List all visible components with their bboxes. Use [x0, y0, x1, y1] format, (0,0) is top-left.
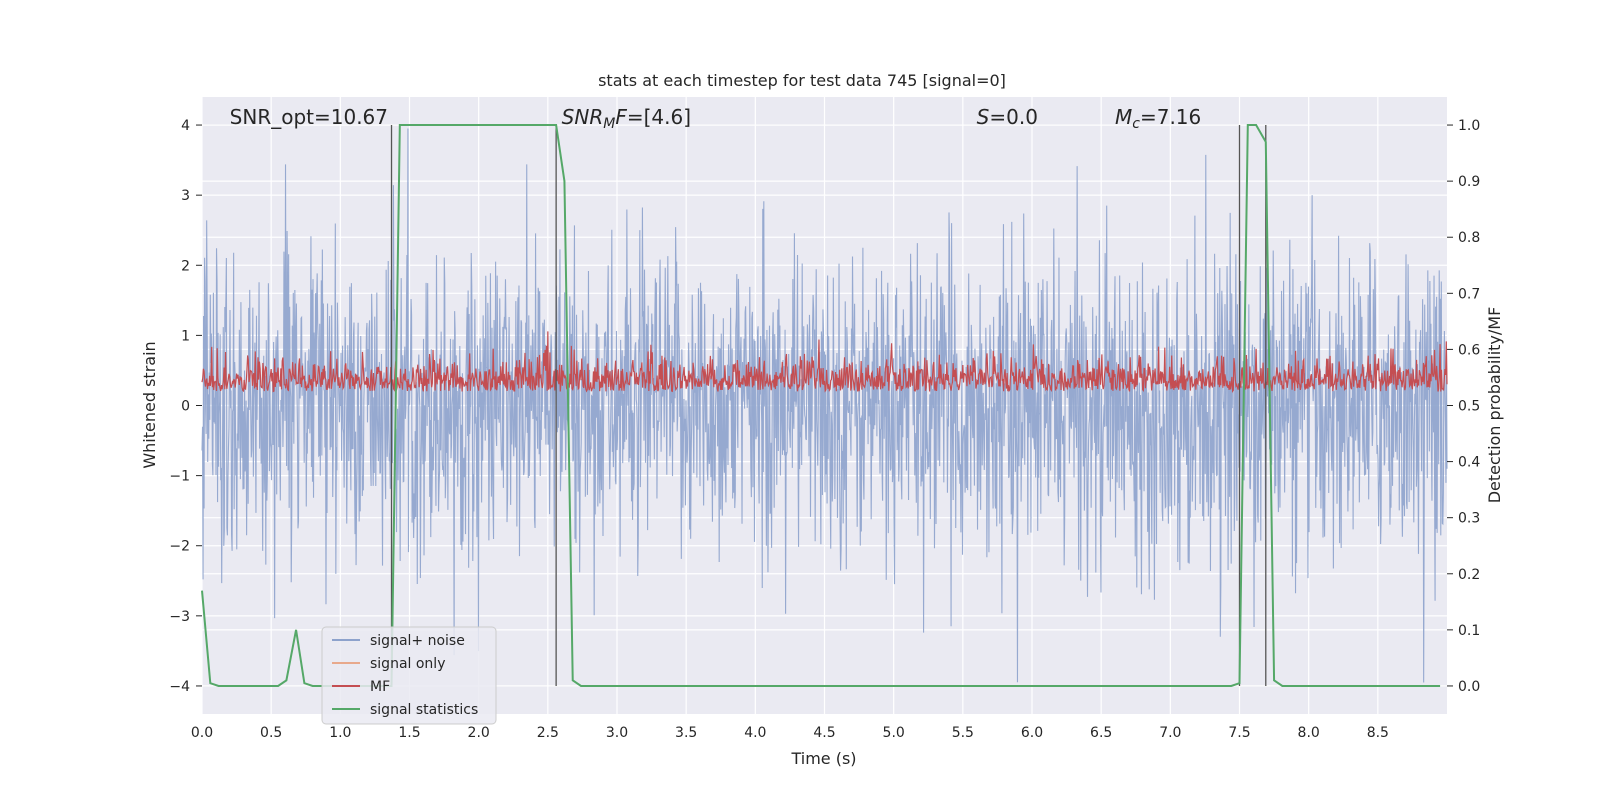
y-tick-label-right-1: 0.1: [1458, 623, 1480, 639]
x-tick-label-10: 5.0: [883, 725, 905, 741]
y-tick-label-right-6: 0.6: [1458, 342, 1480, 358]
x-tick-label-7: 3.5: [675, 725, 697, 741]
legend: signal+ noise signal only MF signal statist…: [321, 626, 497, 725]
y-tick-label-left-8: 4: [181, 118, 190, 134]
y-tick-label-left-1: −3: [169, 609, 190, 625]
x-tick-label-9: 4.5: [813, 725, 835, 741]
y-tick-label-right-5: 0.5: [1458, 399, 1480, 415]
x-tick-label-8: 4.0: [744, 725, 766, 741]
x-tick-label-5: 2.5: [537, 725, 559, 741]
axis-ticks: 0.0 0.5 1.0 1.5 2.0 2.5 3.0 3.5 4.0 4.5 5.0 5.5 6.0 6…: [169, 118, 1480, 741]
y-tick-label-left-3: −1: [169, 469, 190, 485]
chart-title: stats at each timestep for test data 745…: [598, 71, 1006, 90]
y-tick-label-right-8: 0.8: [1458, 230, 1480, 246]
y-tick-label-right-10: 1.0: [1458, 118, 1480, 134]
x-tick-label-3: 1.5: [398, 725, 420, 741]
annotation-1: SNRMF=[4.6]: [562, 105, 691, 132]
y-axis-title-right: Detection probability/MF: [1485, 307, 1504, 504]
y-tick-label-left-6: 2: [181, 258, 190, 274]
y-tick-label-left-0: −4: [169, 679, 190, 695]
annotation-3: Mc=7.16: [1115, 105, 1201, 132]
y-tick-label-right-2: 0.2: [1458, 567, 1480, 583]
legend-label-0: signal+ noise: [370, 633, 465, 649]
x-tick-label-4: 2.0: [468, 725, 490, 741]
x-tick-label-13: 6.5: [1090, 725, 1112, 741]
y-tick-label-right-3: 0.3: [1458, 511, 1480, 527]
x-tick-label-1: 0.5: [260, 725, 282, 741]
x-tick-label-2: 1.0: [329, 725, 351, 741]
x-tick-label-6: 3.0: [606, 725, 628, 741]
x-tick-label-15: 7.5: [1228, 725, 1250, 741]
y-tick-label-right-0: 0.0: [1458, 679, 1480, 695]
vertical-markers: [390, 125, 1267, 686]
x-axis-title: Time (s): [790, 749, 856, 768]
x-tick-label-14: 7.0: [1159, 725, 1181, 741]
y-tick-label-right-9: 0.9: [1458, 174, 1480, 190]
annotation-2: S=0.0: [977, 105, 1038, 129]
x-tick-label-16: 8.0: [1298, 725, 1320, 741]
y-tick-label-right-4: 0.4: [1458, 455, 1480, 471]
annotations: SNR_opt=10.67 SNRMF=[4.6] S=0.0 Mc=7.16: [230, 105, 1202, 132]
y-axis-title-left: Whitened strain: [140, 341, 159, 468]
y-tick-label-left-7: 3: [181, 188, 190, 204]
y-tick-label-left-2: −2: [169, 539, 190, 555]
y-tick-label-left-5: 1: [181, 328, 190, 344]
legend-label-2: MF: [370, 679, 390, 695]
x-tick-label-11: 5.5: [952, 725, 974, 741]
x-tick-label-12: 6.0: [1021, 725, 1043, 741]
x-tick-label-17: 8.5: [1367, 725, 1389, 741]
signal-statistics-series: [201, 124, 1441, 687]
signal-statistics-line: [201, 124, 1441, 687]
annotation-0: SNR_opt=10.67: [230, 105, 388, 129]
legend-label-1: signal only: [370, 656, 445, 672]
x-tick-label-0: 0.0: [191, 725, 213, 741]
y-tick-label-left-4: 0: [181, 399, 190, 415]
legend-box: [321, 626, 497, 725]
legend-label-3: signal statistics: [370, 702, 478, 718]
y-tick-label-right-7: 0.7: [1458, 286, 1480, 302]
